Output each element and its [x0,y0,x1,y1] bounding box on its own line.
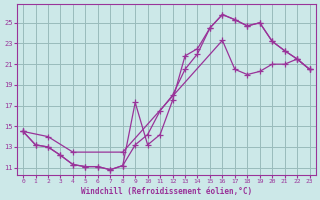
X-axis label: Windchill (Refroidissement éolien,°C): Windchill (Refroidissement éolien,°C) [81,187,252,196]
